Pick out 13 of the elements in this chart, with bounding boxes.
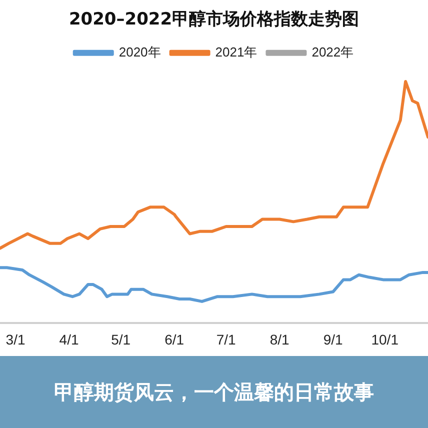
- x-tick-label: 10/1: [371, 331, 399, 348]
- x-tick-label: 4/1: [59, 331, 79, 348]
- legend-label: 2022年: [312, 44, 354, 60]
- x-tick-label: 6/1: [164, 331, 184, 348]
- chart-title: 2020–2022甲醇市场价格指数走势图: [68, 10, 360, 30]
- legend-label: 2020年: [118, 44, 161, 60]
- legend-label: 2021年: [215, 44, 258, 60]
- x-tick-label: 5/1: [111, 331, 131, 348]
- x-tick-label: 8/1: [270, 331, 290, 348]
- text: 甲醇期货风云，一个温馨的日常故事: [0, 356, 428, 428]
- x-tick-label: 9/1: [323, 331, 344, 348]
- x-tick-label: 3/1: [6, 331, 26, 348]
- x-tick-label: 7/1: [216, 331, 236, 348]
